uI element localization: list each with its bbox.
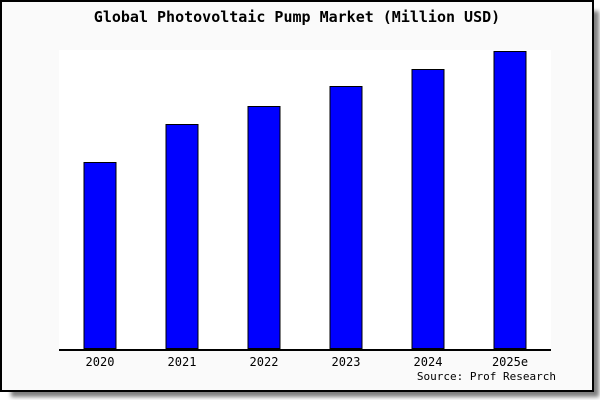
bar-2021 — [165, 124, 199, 349]
x-tick-label-2020: 2020 — [85, 355, 115, 369]
x-axis-tick-labels: 2020 2021 2022 2023 2024 2025e — [59, 353, 551, 369]
plot-area — [59, 50, 551, 351]
chart-card: Global Photovoltaic Pump Market (Million… — [0, 0, 594, 392]
bar-2020 — [83, 161, 117, 349]
x-tick-label-2023: 2023 — [331, 355, 361, 369]
bar-2023 — [329, 86, 363, 349]
x-tick-label-2024: 2024 — [413, 355, 443, 369]
bars-layer — [59, 50, 551, 349]
bar-2022 — [247, 105, 281, 349]
bar-2024 — [411, 69, 445, 349]
bar-2025e — [493, 50, 527, 349]
x-tick-label-2022: 2022 — [249, 355, 279, 369]
x-tick-label-2021: 2021 — [167, 355, 197, 369]
source-note: Source: Prof Research — [416, 370, 556, 383]
chart-title: Global Photovoltaic Pump Market (Million… — [93, 8, 501, 26]
x-tick-label-2025e: 2025e — [491, 355, 529, 369]
